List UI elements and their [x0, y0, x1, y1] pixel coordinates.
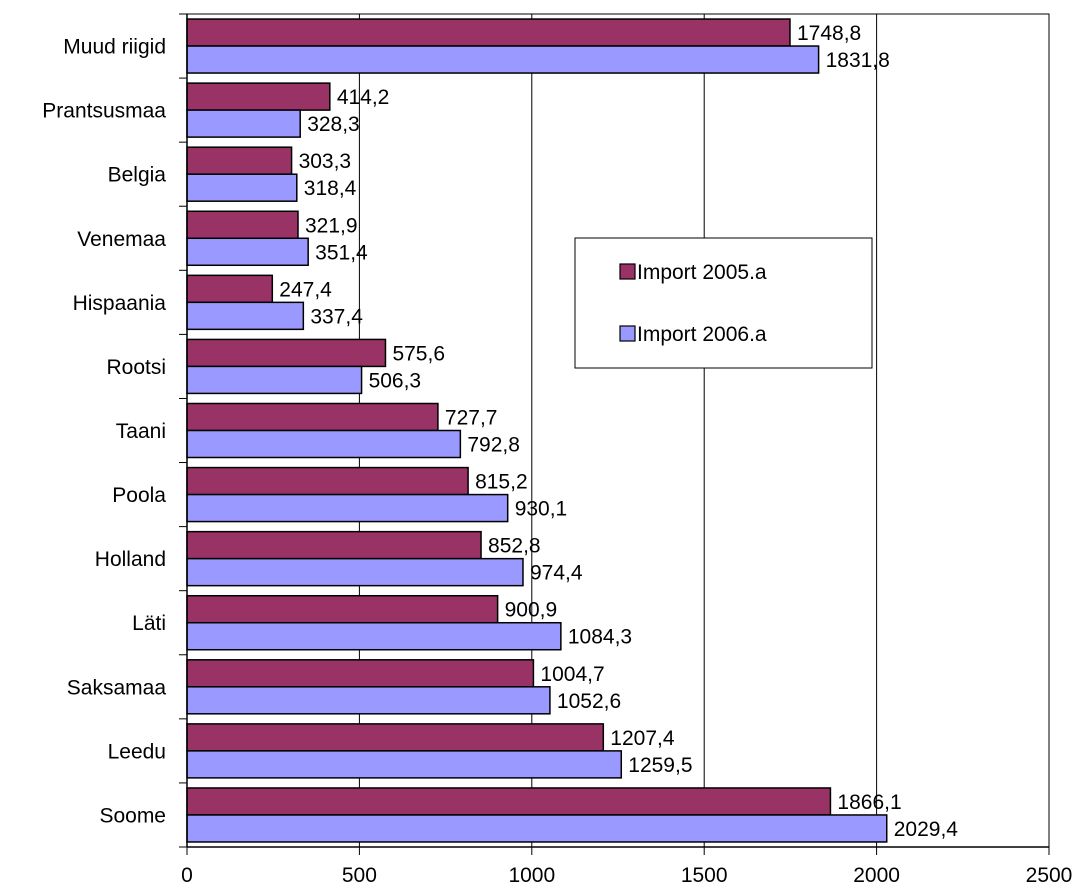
bar: [186, 365, 363, 395]
legend-label: Import 2005.a: [637, 261, 767, 284]
data-label: 506,3: [369, 369, 422, 392]
legend-swatch: [619, 325, 636, 342]
data-label: 1084,3: [568, 626, 632, 649]
bar: [186, 274, 274, 304]
data-label: 792,8: [467, 434, 520, 457]
bar: [186, 301, 305, 331]
data-label: 414,2: [337, 86, 390, 109]
category-label: Prantsusmaa: [42, 100, 166, 123]
category-label: Läti: [132, 612, 166, 635]
data-label: 575,6: [392, 342, 445, 365]
bar: [186, 210, 299, 240]
bar: [186, 750, 623, 779]
x-tick-label: 500: [342, 864, 377, 887]
data-label: 1259,5: [628, 754, 692, 777]
bars: [186, 18, 888, 843]
x-tick-label: 0: [181, 864, 193, 887]
bar: [186, 621, 562, 651]
bar: [186, 338, 387, 368]
category-label: Poola: [112, 484, 166, 507]
category-label: Taani: [116, 420, 166, 443]
category-label: Hispaania: [73, 292, 167, 315]
bar: [186, 18, 791, 47]
category-label: Soome: [99, 804, 166, 827]
x-tick-label: 2500: [1026, 864, 1073, 887]
bar: [186, 109, 301, 138]
category-label: Leedu: [108, 740, 166, 763]
data-label: 974,4: [530, 562, 583, 585]
bar: [186, 787, 832, 816]
bar: [186, 237, 309, 267]
data-label: 727,7: [445, 407, 498, 430]
bar: [186, 530, 482, 560]
category-label: Holland: [95, 548, 166, 571]
category-label: Muud riigid: [63, 36, 166, 59]
data-label: 2029,4: [894, 818, 959, 841]
bar: [186, 82, 331, 111]
data-labels: 1748,8 1831,8 Muud riigid 414,2 328,3 Prantsu…: [42, 22, 958, 841]
bar: [186, 45, 820, 74]
bar: [186, 659, 535, 688]
bar: [186, 723, 605, 752]
x-tick-label: 1500: [681, 864, 728, 887]
category-label: Venemaa: [77, 228, 166, 251]
data-label: 321,9: [305, 214, 358, 237]
bar: [186, 402, 439, 432]
data-label: 900,9: [505, 599, 558, 622]
bar: [186, 686, 551, 715]
legend: Import 2005.a Import 2006.a: [574, 237, 873, 369]
data-label: 1052,6: [557, 690, 621, 713]
data-label: 1831,8: [826, 49, 890, 72]
category-label: Saksamaa: [67, 676, 167, 699]
bar: [186, 814, 888, 843]
bar: [186, 557, 524, 587]
category-label: Rootsi: [106, 356, 166, 379]
data-label: 328,3: [307, 113, 360, 136]
category-label: Belgia: [108, 164, 167, 187]
data-label: 351,4: [315, 241, 368, 264]
legend-swatch: [619, 263, 636, 280]
data-label: 337,4: [310, 305, 363, 328]
legend-label: Import 2006.a: [637, 323, 767, 346]
axes: 0 500 1000 1500 2000 2500: [179, 13, 1073, 887]
bar: [186, 429, 462, 459]
legend-box: [574, 237, 873, 369]
data-label: 930,1: [515, 498, 568, 521]
data-label: 1004,7: [540, 663, 604, 686]
data-label: 815,2: [475, 471, 528, 494]
x-tick-label: 1000: [508, 864, 555, 887]
data-label: 1207,4: [610, 727, 675, 750]
data-label: 1748,8: [797, 22, 861, 45]
bar: [186, 466, 469, 496]
bar: [186, 594, 499, 624]
data-label: 303,3: [299, 150, 352, 173]
x-tick-label: 2000: [853, 864, 900, 887]
bar: [186, 146, 293, 175]
data-label: 852,8: [488, 535, 541, 558]
data-label: 318,4: [304, 177, 357, 200]
data-label: 1866,1: [837, 791, 901, 814]
bar: [186, 173, 298, 202]
data-label: 247,4: [279, 278, 332, 301]
bar: [186, 493, 509, 523]
